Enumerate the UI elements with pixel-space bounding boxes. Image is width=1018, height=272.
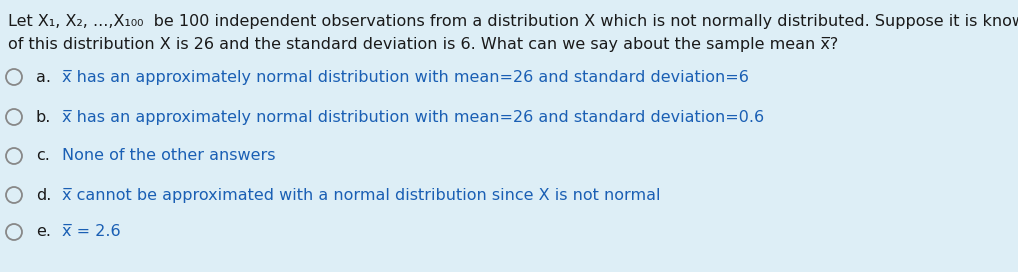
Text: Let X₁, X₂, ...,X₁₀₀  be 100 independent observations from a distribution X whic: Let X₁, X₂, ...,X₁₀₀ be 100 independent … <box>8 14 1018 29</box>
Text: x̅ has an approximately normal distribution with mean=26 and standard deviation=: x̅ has an approximately normal distribut… <box>62 110 765 125</box>
Text: c.: c. <box>36 149 50 163</box>
Text: a.: a. <box>36 70 51 85</box>
Text: e.: e. <box>36 224 51 240</box>
Text: x̅ = 2.6: x̅ = 2.6 <box>62 224 120 240</box>
Text: b.: b. <box>36 110 51 125</box>
Text: None of the other answers: None of the other answers <box>62 149 276 163</box>
Text: of this distribution X is 26 and the standard deviation is 6. What can we say ab: of this distribution X is 26 and the sta… <box>8 37 838 52</box>
Text: x̅ cannot be approximated with a normal distribution since X is not normal: x̅ cannot be approximated with a normal … <box>62 187 661 203</box>
Text: x̅ has an approximately normal distribution with mean=26 and standard deviation=: x̅ has an approximately normal distribut… <box>62 69 749 85</box>
Text: d.: d. <box>36 187 51 202</box>
